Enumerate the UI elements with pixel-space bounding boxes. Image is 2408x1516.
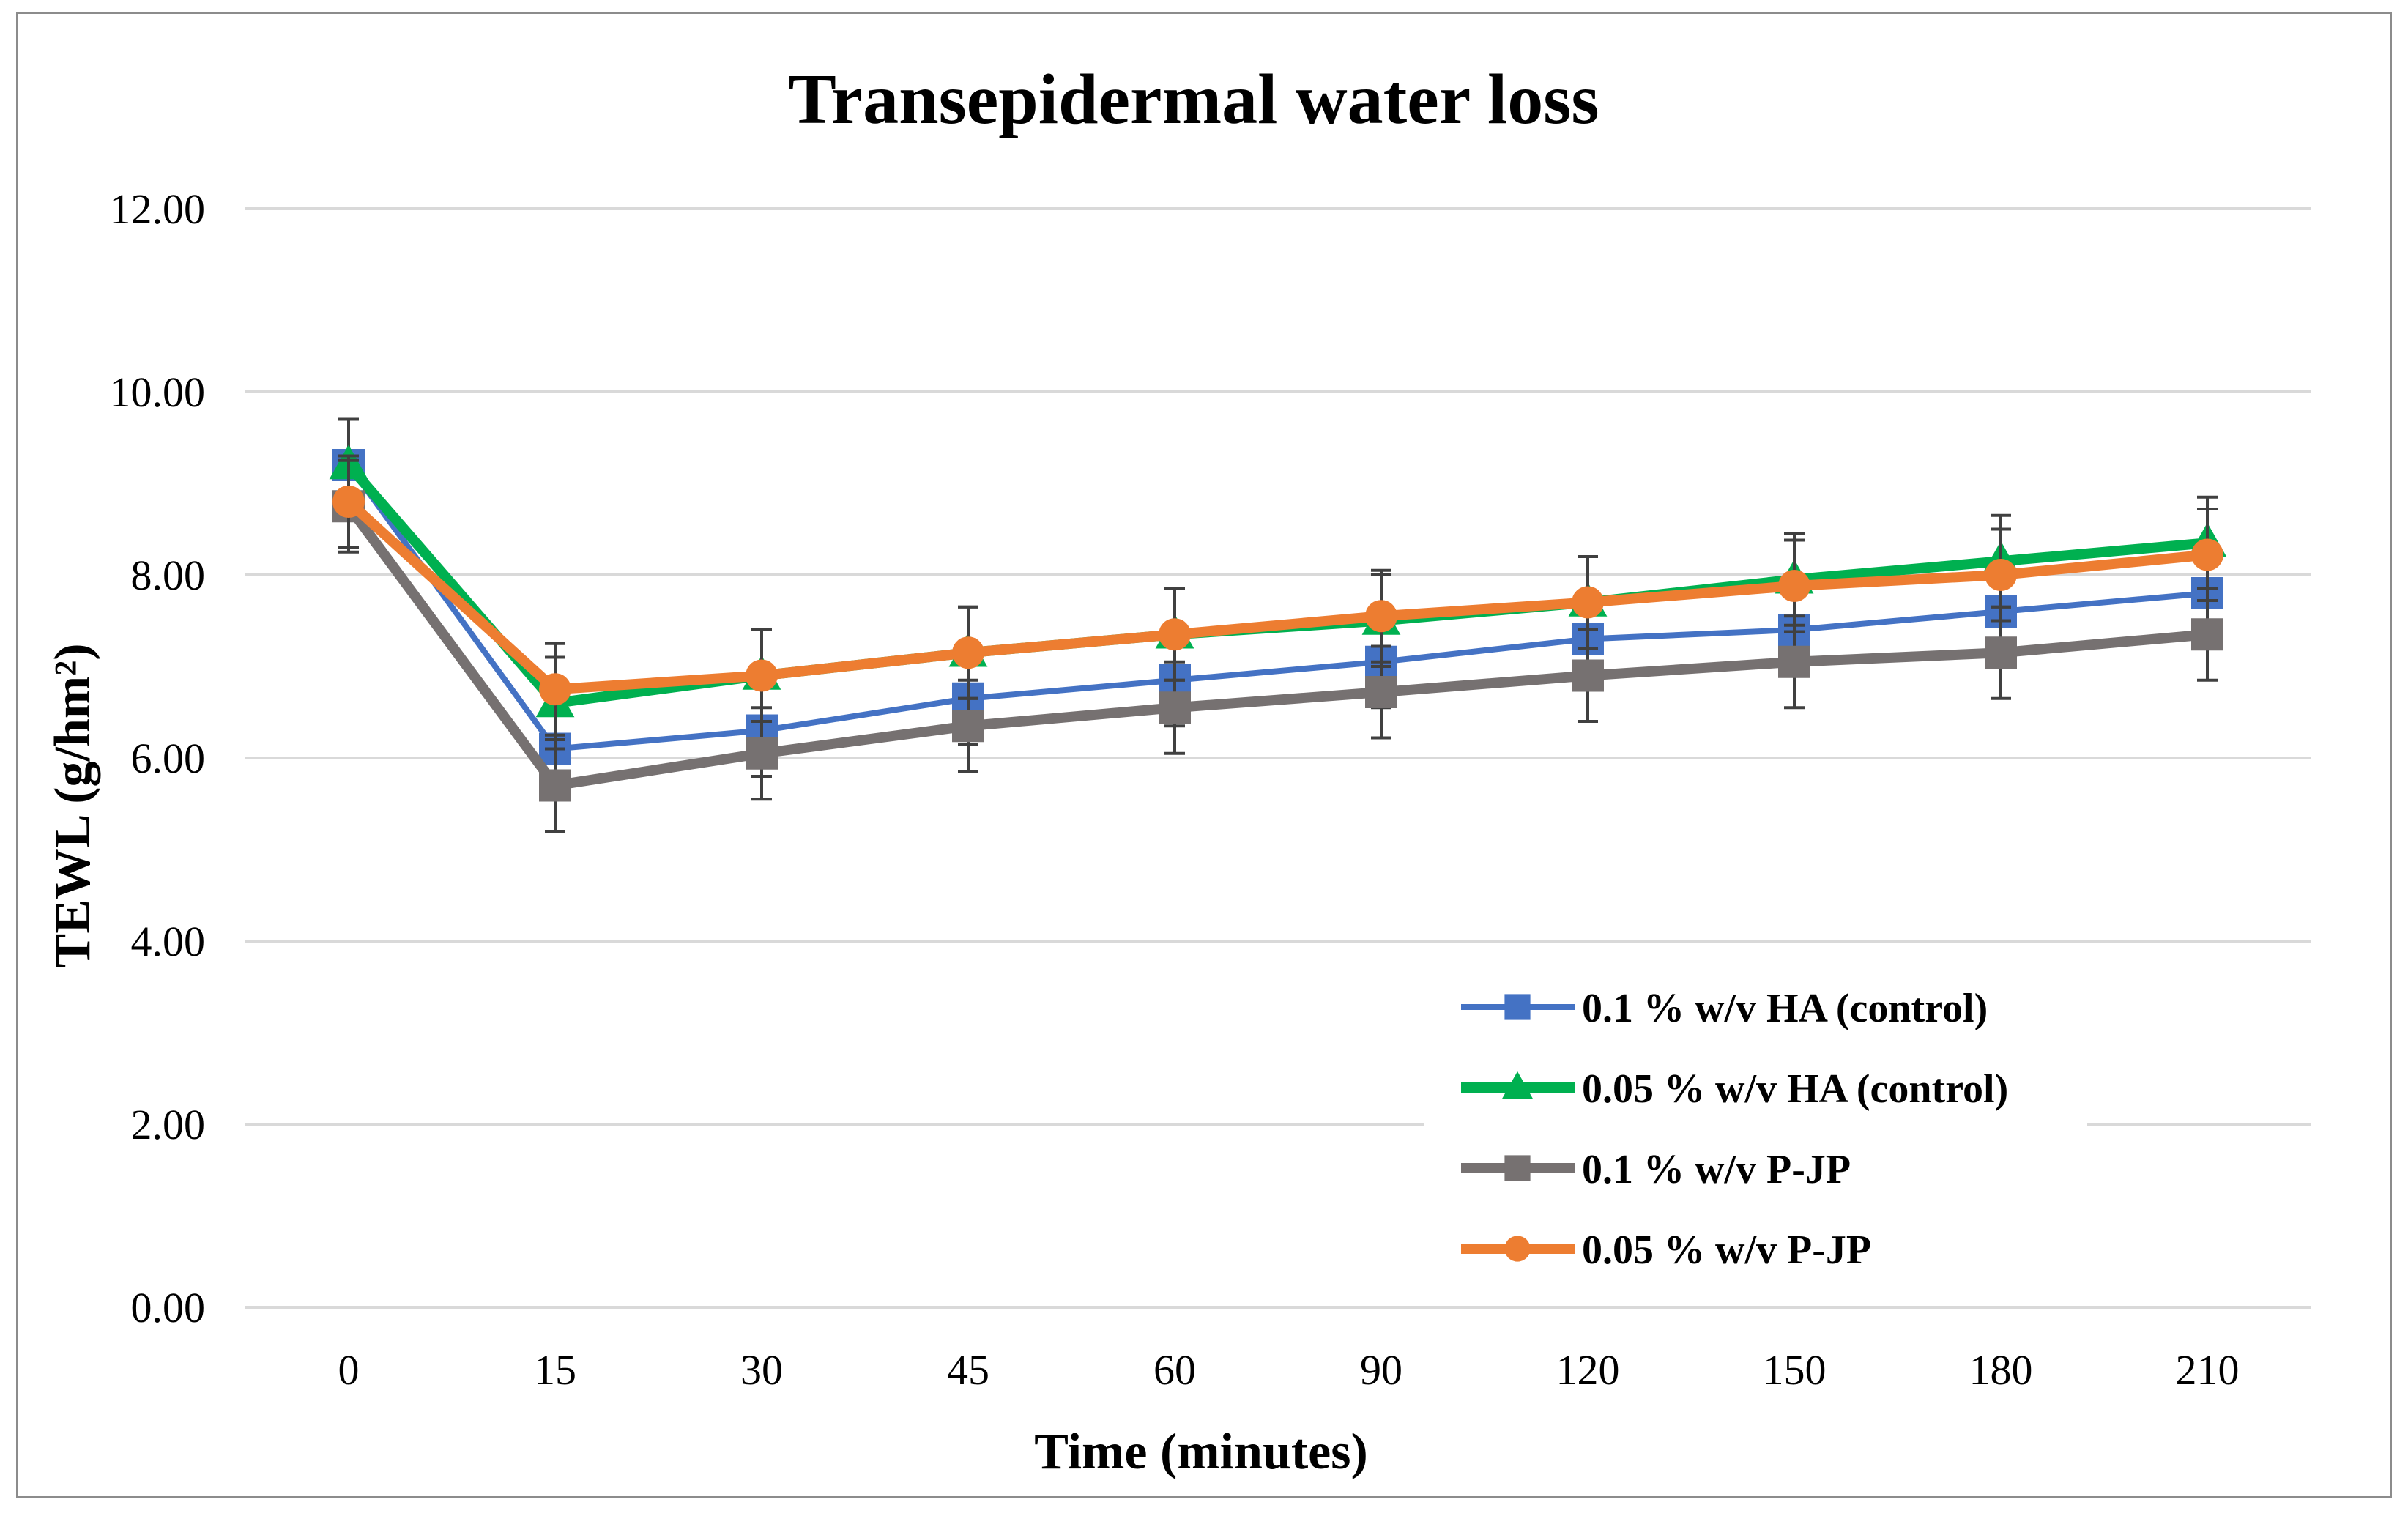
legend-swatch-marker	[1501, 1071, 1534, 1099]
x-tick-label: 30	[740, 1346, 783, 1394]
data-point	[1365, 676, 1397, 708]
y-tick-label: 12.00	[110, 185, 206, 233]
series-line	[344, 503, 2208, 791]
x-tick-label: 0	[338, 1346, 360, 1394]
x-tick-label: 210	[2176, 1346, 2240, 1394]
y-tick-label: 2.00	[131, 1101, 206, 1148]
x-tick-label: 60	[1153, 1346, 1196, 1394]
data-point	[2191, 618, 2223, 651]
x-tick-label: 45	[947, 1346, 989, 1394]
data-point	[1572, 586, 1604, 619]
data-point	[746, 659, 778, 692]
data-point	[2191, 538, 2223, 571]
series-3	[332, 454, 2223, 737]
legend-swatch-marker	[1504, 1236, 1531, 1262]
x-axis-label: Time (minutes)	[1034, 1424, 1368, 1480]
legend-label: 0.1 % w/v P-JP	[1582, 1147, 1851, 1192]
chart-title: Transepidermal water loss	[789, 60, 1599, 139]
x-tick-label: 15	[534, 1346, 576, 1394]
legend: 0.1 % w/v HA (control) 0.05 % w/v HA (con…	[1424, 952, 2087, 1274]
y-tick-label: 6.00	[131, 735, 206, 782]
y-tick-label: 0.00	[131, 1284, 206, 1331]
data-point	[1985, 636, 2017, 669]
data-point	[539, 769, 571, 802]
data-point	[952, 636, 984, 669]
series-0	[332, 417, 2223, 796]
x-tick-label: 150	[1763, 1346, 1827, 1394]
data-point	[1159, 618, 1191, 651]
x-tick-labels: 0 15 30 45 60 90 120 150 180 210	[338, 1346, 2240, 1394]
y-tick-label: 4.00	[131, 918, 206, 965]
y-tick-labels: 0.00 2.00 4.00 6.00 8.00 10.00 12.00	[110, 185, 206, 1331]
legend-label: 0.1 % w/v HA (control)	[1582, 986, 1988, 1031]
data-point	[746, 737, 778, 770]
data-point	[332, 486, 365, 518]
data-point	[1572, 659, 1604, 692]
x-tick-label: 90	[1360, 1346, 1402, 1394]
data-point	[952, 710, 984, 743]
data-point	[539, 673, 571, 706]
x-tick-label: 120	[1556, 1346, 1620, 1394]
series-line	[346, 463, 2208, 752]
series-line	[344, 461, 2208, 708]
y-tick-label: 10.00	[110, 368, 206, 416]
x-tick-label: 180	[1969, 1346, 2033, 1394]
data-point	[1985, 559, 2017, 591]
data-point	[1159, 691, 1191, 724]
legend-swatch-marker	[1504, 1155, 1531, 1181]
legend-label: 0.05 % w/v P-JP	[1582, 1227, 1871, 1273]
y-tick-label: 8.00	[131, 551, 206, 599]
legend-swatch-marker	[1504, 994, 1531, 1020]
y-axis-label: TEWL (g/hm²)	[45, 643, 101, 967]
series-2	[332, 458, 2223, 833]
data-series	[329, 417, 2227, 833]
series-line	[345, 497, 2208, 695]
data-point	[1778, 570, 1810, 602]
data-point	[1778, 645, 1810, 678]
data-point	[1365, 600, 1397, 633]
legend-label: 0.05 % w/v HA (control)	[1582, 1066, 2008, 1112]
